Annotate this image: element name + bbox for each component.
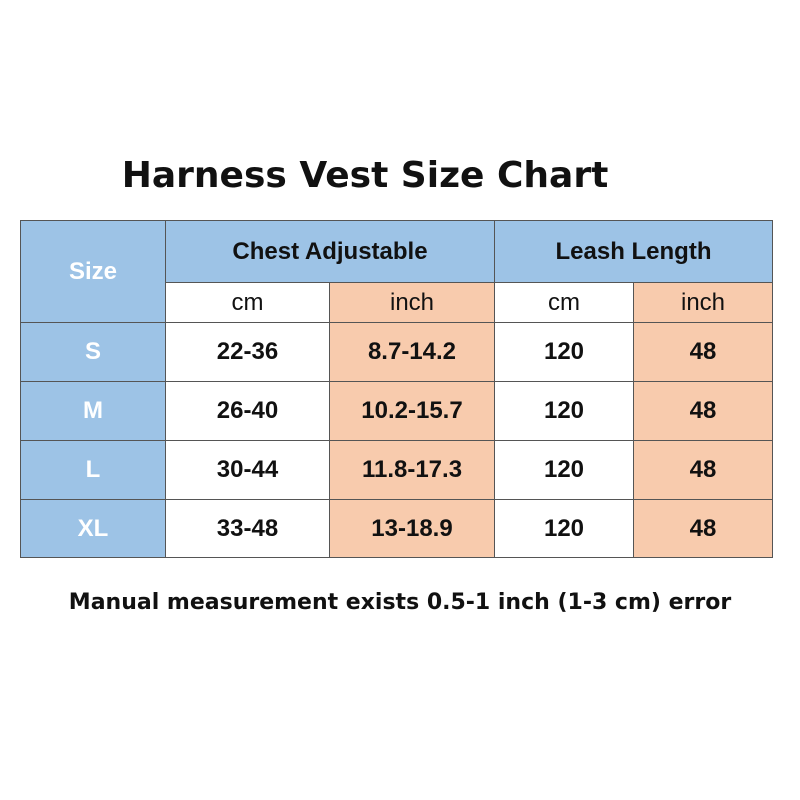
table-cell: 48	[633, 499, 773, 558]
unit-header: inch	[329, 282, 495, 323]
table-cell: 8.7-14.2	[329, 322, 495, 382]
table-cell: 10.2-15.7	[329, 381, 495, 441]
group-header: Chest Adjustable	[165, 220, 495, 283]
unit-header: cm	[494, 282, 634, 323]
table-cell: 120	[494, 440, 634, 500]
table-cell: 11.8-17.3	[329, 440, 495, 500]
table-cell: 48	[633, 322, 773, 382]
size-header: Size	[20, 220, 166, 323]
size-label: L	[20, 440, 166, 500]
note: Manual measurement exists 0.5-1 inch (1-…	[68, 590, 732, 615]
table-cell: 30-44	[165, 440, 330, 500]
table-cell: 120	[494, 381, 634, 441]
title: Harness Vest Size Chart	[121, 155, 609, 196]
size-label: XL	[20, 499, 166, 558]
table-cell: 48	[633, 381, 773, 441]
size-label: S	[20, 322, 166, 382]
table-cell: 120	[494, 499, 634, 558]
table-cell: 13-18.9	[329, 499, 495, 558]
table-cell: 120	[494, 322, 634, 382]
table-cell: 22-36	[165, 322, 330, 382]
unit-header: cm	[165, 282, 330, 323]
size-label: M	[20, 381, 166, 441]
table-cell: 48	[633, 440, 773, 500]
unit-header: inch	[633, 282, 773, 323]
table-cell: 33-48	[165, 499, 330, 558]
table-cell: 26-40	[165, 381, 330, 441]
group-header: Leash Length	[494, 220, 773, 283]
